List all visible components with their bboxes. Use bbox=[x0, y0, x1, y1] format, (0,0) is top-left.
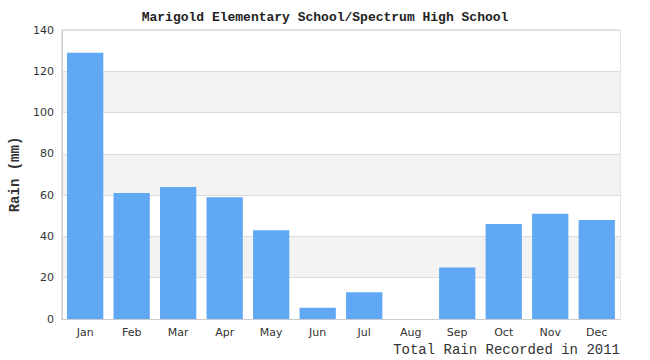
svg-text:Apr: Apr bbox=[215, 326, 235, 339]
svg-text:Rain (mm): Rain (mm) bbox=[7, 137, 23, 213]
svg-text:120: 120 bbox=[33, 65, 54, 78]
svg-text:Sep: Sep bbox=[447, 326, 468, 339]
svg-text:Mar: Mar bbox=[168, 326, 189, 339]
svg-text:Nov: Nov bbox=[540, 326, 562, 339]
svg-text:May: May bbox=[260, 326, 283, 339]
svg-text:20: 20 bbox=[40, 271, 54, 284]
svg-text:Jul: Jul bbox=[357, 326, 371, 339]
svg-text:Jun: Jun bbox=[308, 326, 326, 339]
svg-text:Dec: Dec bbox=[586, 326, 607, 339]
svg-text:Feb: Feb bbox=[122, 326, 141, 339]
svg-text:0: 0 bbox=[47, 313, 54, 326]
svg-text:60: 60 bbox=[40, 189, 54, 202]
svg-text:Total Rain Recorded in 2011: Total Rain Recorded in 2011 bbox=[393, 342, 620, 358]
svg-text:Aug: Aug bbox=[400, 326, 421, 339]
svg-text:140: 140 bbox=[33, 24, 54, 37]
svg-text:Marigold Elementary School/Spe: Marigold Elementary School/Spectrum High… bbox=[142, 10, 509, 25]
svg-text:80: 80 bbox=[40, 147, 54, 160]
svg-text:40: 40 bbox=[40, 230, 54, 243]
svg-text:Oct: Oct bbox=[494, 326, 514, 339]
svg-text:100: 100 bbox=[33, 106, 54, 119]
svg-text:Jan: Jan bbox=[76, 326, 94, 339]
